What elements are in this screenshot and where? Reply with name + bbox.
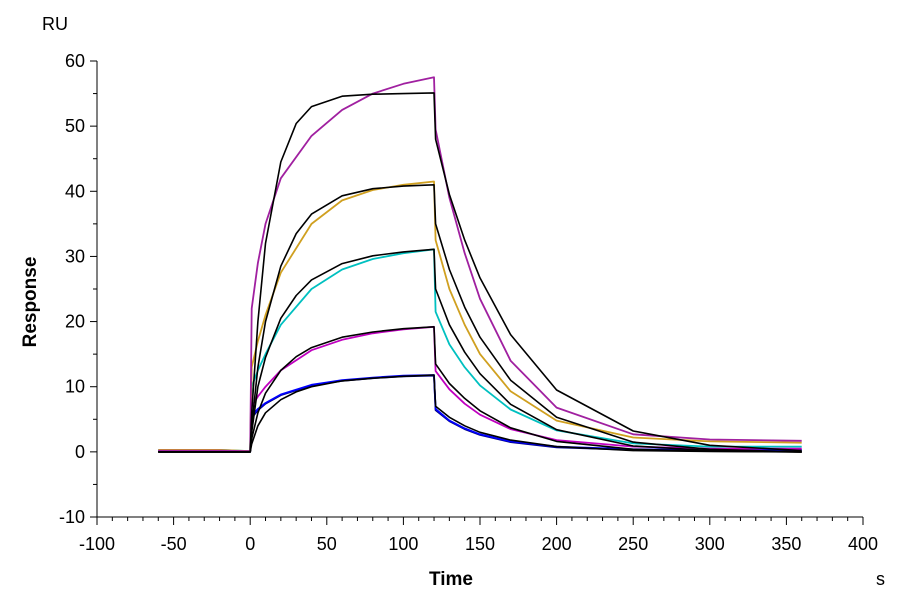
- sensorgram-curve: [158, 76, 802, 453]
- y-tick-label: 0: [75, 442, 85, 462]
- x-tick-label: -100: [79, 534, 115, 554]
- x-tick-label: -50: [161, 534, 187, 554]
- y-ticks: -10 0 10 20 30 40 50 60: [59, 51, 97, 527]
- fit-curve: [158, 248, 802, 453]
- x-tick-label: 200: [542, 534, 572, 554]
- y-tick-label: 40: [65, 181, 85, 201]
- x-tick-label: 400: [848, 534, 878, 554]
- y-tick-label: 20: [65, 312, 85, 332]
- fit-curve: [158, 374, 802, 453]
- fit-curve: [158, 326, 802, 453]
- x-tick-label: 350: [771, 534, 801, 554]
- sensorgram-curve: [158, 180, 802, 453]
- x-tick-label: 300: [695, 534, 725, 554]
- x-tick-label: 100: [388, 534, 418, 554]
- y-axis-title: Response: [20, 257, 41, 348]
- y-tick-label: 30: [65, 246, 85, 266]
- x-unit-label: s: [876, 569, 885, 589]
- y-tick-label: -10: [59, 507, 85, 527]
- y-unit-label: RU: [42, 14, 68, 34]
- x-axis-title: Time: [429, 569, 473, 590]
- fit-curve: [158, 184, 802, 453]
- fit-curve: [158, 92, 802, 453]
- y-tick-label: 50: [65, 116, 85, 136]
- y-tick-label: 10: [65, 377, 85, 397]
- x-tick-label: 150: [465, 534, 495, 554]
- series-group: [158, 76, 802, 453]
- x-tick-label: 250: [618, 534, 648, 554]
- x-tick-label: 0: [245, 534, 255, 554]
- y-tick-label: 60: [65, 51, 85, 71]
- x-tick-label: 50: [317, 534, 337, 554]
- x-ticks: -100 -50 0 50 100 150 200 250 300 350 400: [79, 517, 878, 554]
